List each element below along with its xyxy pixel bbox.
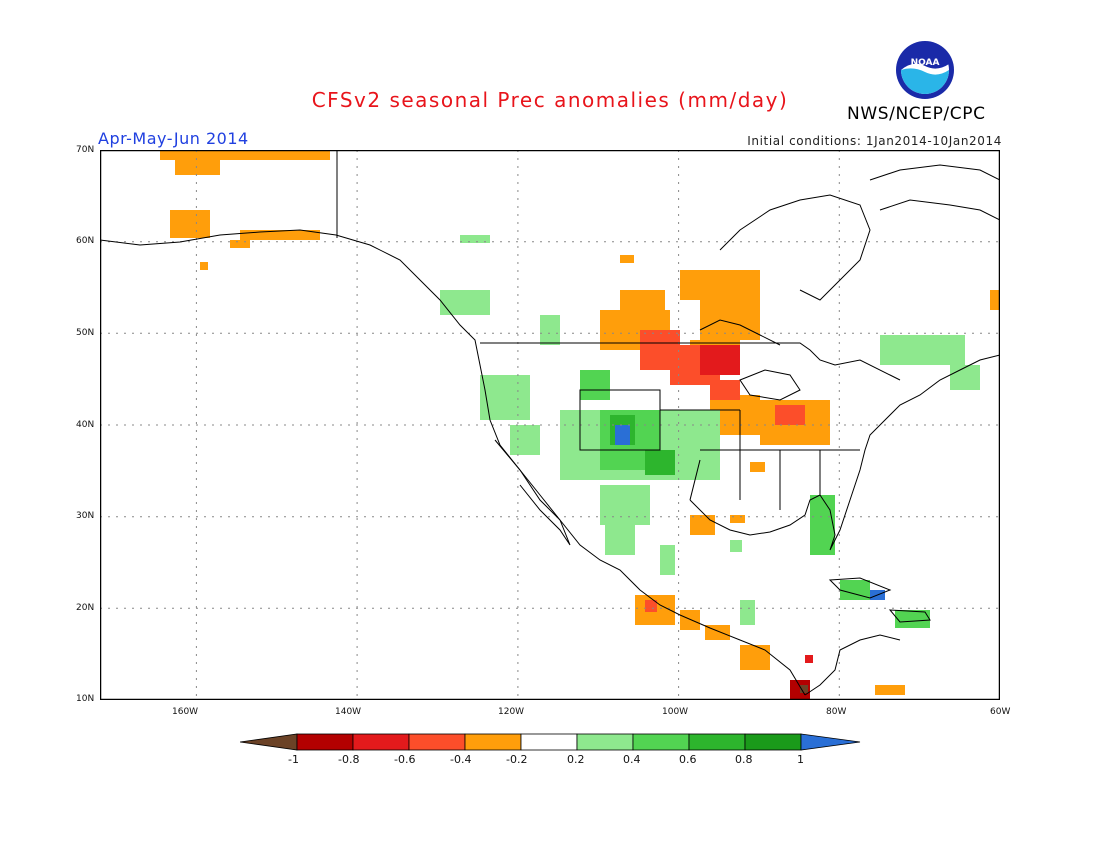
agency-label: NWS/NCEP/CPC (847, 104, 986, 124)
precip-anomaly-map (100, 150, 1000, 700)
colorbar-bin (352, 733, 410, 751)
season-label: Apr-May-Jun 2014 (98, 129, 249, 148)
colorbar-bin (688, 733, 746, 751)
lat-label-60n: 60N (76, 236, 95, 246)
colorbar-tick: 0.4 (623, 753, 641, 766)
map-frame (100, 150, 1000, 700)
colorbar-tick: -0.2 (506, 753, 528, 766)
colorbar-low-arrow (240, 733, 298, 751)
colorbar-tick: -0.6 (394, 753, 416, 766)
colorbar-bin (464, 733, 522, 751)
colorbar-tick: 0.8 (735, 753, 753, 766)
lon-label-120w: 120W (498, 707, 525, 717)
anomaly-shading (160, 150, 1000, 700)
colorbar-bin (632, 733, 690, 751)
colorbar-bin (408, 733, 466, 751)
lon-label-60w: 60W (990, 707, 1011, 717)
lat-label-30n: 30N (76, 511, 95, 521)
lon-label-100w: 100W (662, 707, 689, 717)
initial-conditions-label: Initial conditions: 1Jan2014-10Jan2014 (747, 134, 1002, 148)
svg-text:NOAA: NOAA (911, 58, 940, 68)
lat-label-20n: 20N (76, 603, 95, 613)
colorbar-tick: -0.4 (450, 753, 472, 766)
lat-label-40n: 40N (76, 420, 95, 430)
noaa-logo-icon: NOAA (896, 41, 954, 99)
colorbar-tick: -0.8 (338, 753, 360, 766)
colorbar (240, 733, 861, 751)
lon-label-80w: 80W (826, 707, 847, 717)
colorbar-bin (296, 733, 354, 751)
colorbar-high-arrow (800, 733, 861, 751)
colorbar-tick: 0.6 (679, 753, 697, 766)
lat-label-10n: 10N (76, 694, 95, 704)
colorbar-tick: -1 (288, 753, 299, 766)
colorbar-bin (744, 733, 802, 751)
lon-label-160w: 160W (172, 707, 199, 717)
colorbar-bin (520, 733, 578, 751)
lon-label-140w: 140W (335, 707, 362, 717)
lat-label-70n: 70N (76, 145, 95, 155)
graticule (100, 150, 1000, 700)
coastlines (100, 150, 1000, 696)
colorbar-tick: 0.2 (567, 753, 585, 766)
colorbar-tick: 1 (797, 753, 804, 766)
map-title: CFSv2 seasonal Prec anomalies (mm/day) (311, 88, 789, 112)
colorbar-bin (576, 733, 634, 751)
lat-label-50n: 50N (76, 328, 95, 338)
